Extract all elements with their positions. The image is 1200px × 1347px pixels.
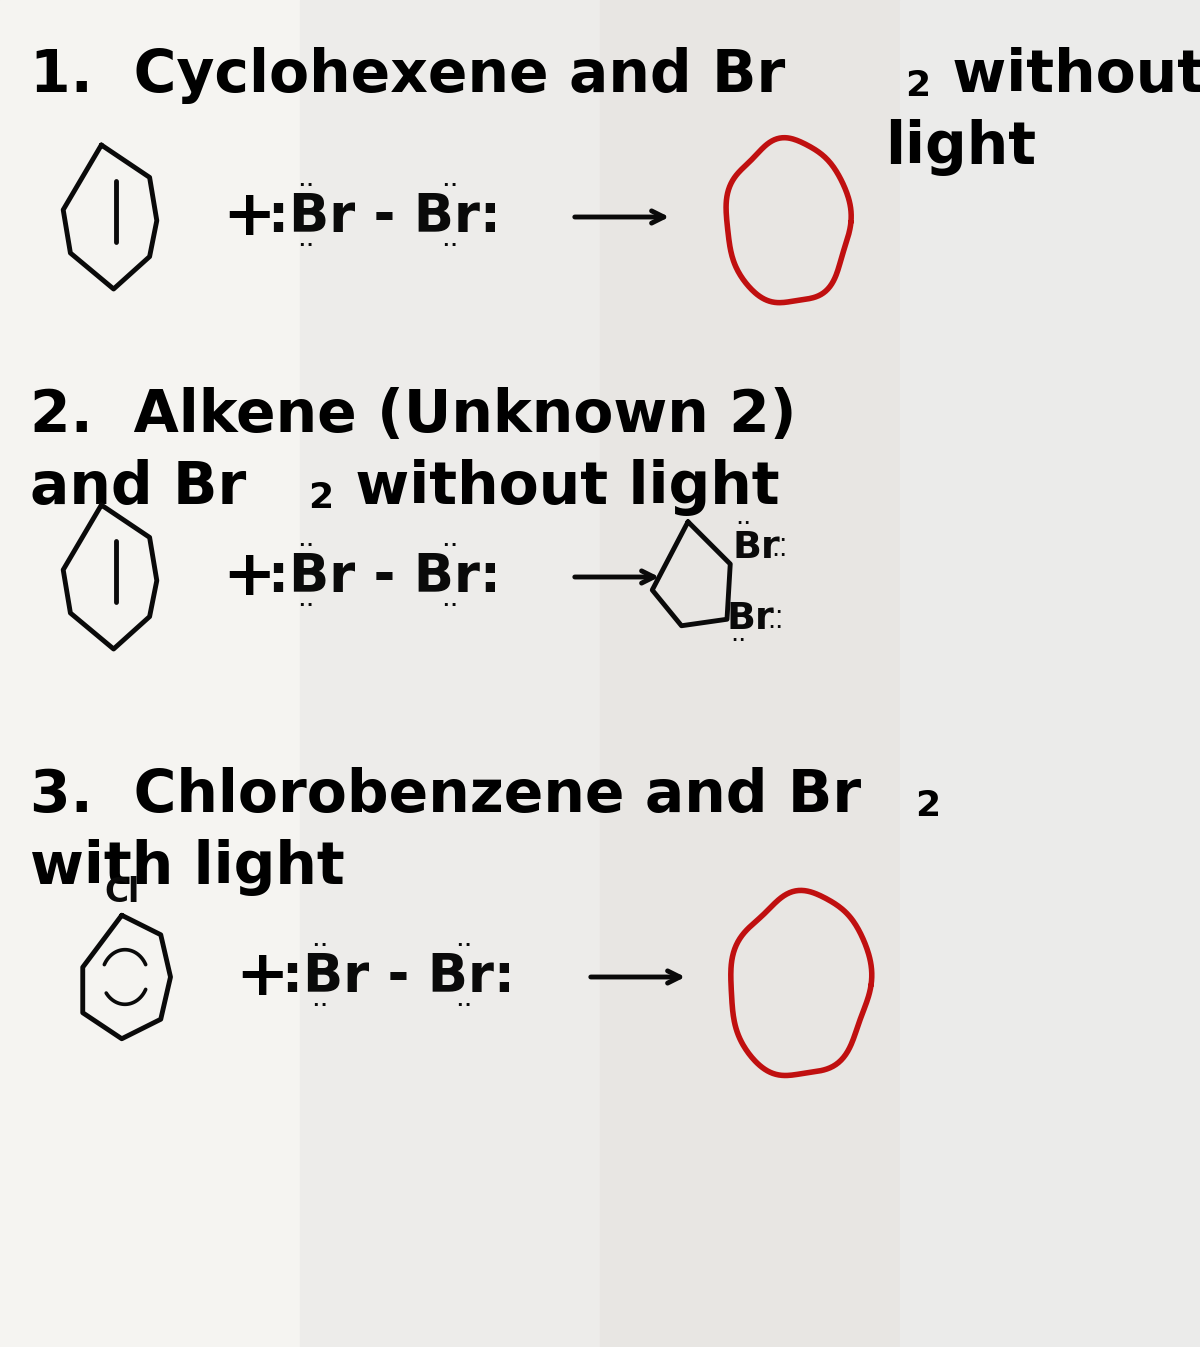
Bar xyxy=(900,0,1200,1347)
Bar xyxy=(0,0,300,1347)
Text: :Br - Br:: :Br - Br: xyxy=(282,951,515,1004)
Text: without: without xyxy=(932,47,1200,104)
Text: +: + xyxy=(235,946,288,1008)
Text: ··: ·· xyxy=(455,933,473,960)
Text: ··: ·· xyxy=(311,994,329,1020)
Text: Cl: Cl xyxy=(104,876,139,909)
Text: 2.  Alkene (Unknown 2): 2. Alkene (Unknown 2) xyxy=(30,387,797,445)
Text: ··: ·· xyxy=(298,594,314,620)
Text: 2: 2 xyxy=(905,69,930,102)
Text: ··: ·· xyxy=(455,994,473,1020)
Bar xyxy=(300,0,600,1347)
Text: light: light xyxy=(886,119,1036,176)
Text: ··: ·· xyxy=(767,601,784,625)
Text: :Br - Br:: :Br - Br: xyxy=(268,551,500,603)
Text: ··: ·· xyxy=(736,512,751,536)
Text: 3.  Chlorobenzene and Br: 3. Chlorobenzene and Br xyxy=(30,766,862,824)
Text: +: + xyxy=(222,546,276,607)
Text: 2: 2 xyxy=(308,481,334,515)
Text: 2: 2 xyxy=(916,789,940,823)
Text: ··: ·· xyxy=(442,234,458,260)
Text: ··: ·· xyxy=(298,533,314,560)
Text: with light: with light xyxy=(30,839,344,896)
Text: ··: ·· xyxy=(442,533,458,560)
Text: 1.  Cyclohexene and Br: 1. Cyclohexene and Br xyxy=(30,47,785,104)
Text: ··: ·· xyxy=(772,544,787,568)
Text: and Br: and Br xyxy=(30,459,246,516)
Text: ··: ·· xyxy=(298,234,314,260)
Text: ··: ·· xyxy=(767,616,784,640)
Text: Br: Br xyxy=(732,529,780,566)
Text: ··: ·· xyxy=(772,529,787,554)
Text: ··: ·· xyxy=(731,629,746,653)
Bar xyxy=(600,0,900,1347)
Text: Br: Br xyxy=(727,601,775,637)
Text: ··: ·· xyxy=(311,933,329,960)
Text: :Br - Br:: :Br - Br: xyxy=(268,191,500,242)
Text: ··: ·· xyxy=(298,174,314,199)
Text: ··: ·· xyxy=(442,594,458,620)
Text: without light: without light xyxy=(335,459,780,516)
Text: ··: ·· xyxy=(442,174,458,199)
Text: +: + xyxy=(222,186,276,248)
